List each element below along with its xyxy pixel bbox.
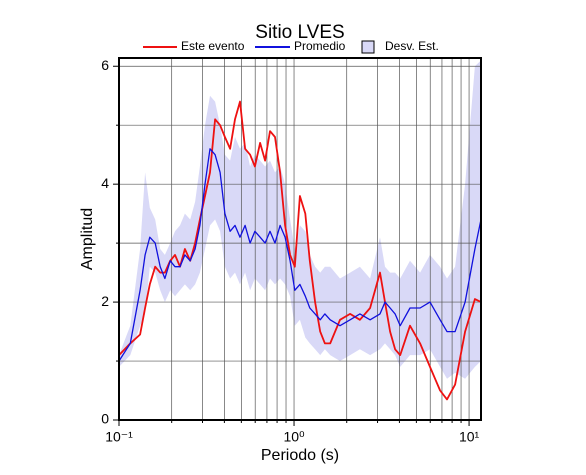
y-tick-label: 2: [101, 293, 109, 309]
y-axis-label: Amplitud: [79, 208, 96, 270]
series-line: [118, 100, 482, 401]
x-tick-label: 10⁰: [283, 429, 305, 445]
y-tick-label: 6: [101, 57, 109, 73]
std-band: [119, 60, 481, 379]
plot-frame: [118, 57, 482, 421]
x-tick-label: 10¹: [459, 429, 480, 445]
legend-label: Este evento: [181, 39, 245, 53]
chart-title: Sitio LVES: [255, 22, 344, 43]
legend-label: Desv. Est.: [385, 39, 439, 53]
x-tick-label: 10⁻¹: [105, 429, 133, 445]
series-line: [118, 148, 482, 362]
legend-label: Promedio: [294, 39, 346, 53]
y-tick-label: 0: [101, 411, 109, 427]
legend-swatch: [361, 40, 375, 54]
y-tick-label: 4: [101, 175, 109, 191]
x-axis-label: Periodo (s): [261, 447, 339, 464]
